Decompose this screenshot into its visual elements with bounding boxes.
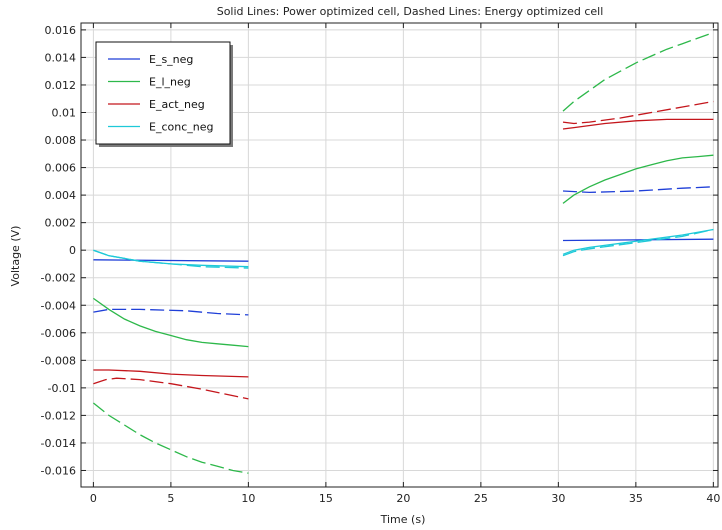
- y-tick-label: 0: [69, 244, 76, 257]
- series-line-e-s-neg-solid: [93, 259, 249, 262]
- y-tick-label: -0.008: [41, 354, 76, 367]
- series-line-e-conc-neg-solid: [562, 228, 714, 255]
- series-line-e-act-neg-solid: [93, 369, 249, 378]
- y-tick-label: -0.012: [41, 409, 76, 422]
- x-tick-label: 30: [551, 492, 565, 505]
- x-tick-label: 15: [319, 492, 333, 505]
- legend-label: E_conc_neg: [149, 121, 213, 134]
- y-tick-label: 0.014: [45, 51, 77, 64]
- y-tick-label: 0.012: [45, 79, 77, 92]
- legend-label: E_s_neg: [149, 53, 193, 66]
- series-line-e-l-neg-solid: [93, 297, 249, 348]
- series-line-e-s-neg-dashed: [562, 186, 714, 194]
- x-tick-label: 5: [167, 492, 174, 505]
- x-tick-label: 0: [90, 492, 97, 505]
- series-line-e-conc-neg-dashed: [562, 228, 714, 257]
- series-line-e-l-neg-dashed: [562, 31, 714, 112]
- y-tick-label: 0.016: [45, 24, 77, 37]
- series-line-e-act-neg-dashed: [93, 377, 249, 400]
- x-tick-label: 10: [241, 492, 255, 505]
- legend-label: E_l_neg: [149, 76, 191, 89]
- series-group: [92, 31, 714, 474]
- chart-title: Solid Lines: Power optimized cell, Dashe…: [217, 5, 604, 18]
- y-tick-label: -0.016: [41, 464, 76, 477]
- series-line-e-l-neg-dashed: [92, 402, 249, 474]
- y-tick-label: 0.004: [45, 189, 77, 202]
- x-axis-label: Time (s): [380, 513, 426, 526]
- series-line-e-s-neg-dashed: [93, 308, 249, 316]
- legend-label: E_act_neg: [149, 98, 205, 111]
- plot-frame: [80, 22, 719, 488]
- x-tick-label: 35: [629, 492, 643, 505]
- y-tick-label: -0.006: [41, 327, 76, 340]
- y-tick-label: -0.01: [48, 382, 76, 395]
- y-axis-label: Voltage (V): [9, 226, 22, 287]
- x-axis: 0 5 10 15 20 25 30 35 40: [90, 23, 720, 505]
- x-tick-label: 40: [706, 492, 720, 505]
- x-tick-label: 20: [396, 492, 410, 505]
- legend: E_s_neg E_l_neg E_act_neg E_conc_neg: [95, 41, 233, 147]
- series-line-e-act-neg-solid: [562, 118, 714, 130]
- y-tick-label: 0.002: [45, 217, 77, 230]
- series-line-e-l-neg-solid: [562, 154, 714, 204]
- y-tick-label: -0.014: [41, 437, 76, 450]
- y-tick-label: 0.006: [45, 162, 77, 175]
- y-tick-label: -0.004: [41, 299, 76, 312]
- y-axis: -0.016 -0.014 -0.012 -0.01 -0.008 -0.006 -0.00…: [41, 24, 718, 477]
- grid: [81, 23, 718, 487]
- series-line-e-act-neg-dashed: [562, 100, 714, 125]
- series-line-e-s-neg-solid: [562, 238, 714, 242]
- series-line-e-conc-neg-dashed: [93, 249, 249, 269]
- x-tick-label: 25: [474, 492, 488, 505]
- y-tick-label: 0.01: [52, 106, 77, 119]
- y-tick-label: 0.008: [45, 134, 77, 147]
- y-tick-label: -0.002: [41, 272, 76, 285]
